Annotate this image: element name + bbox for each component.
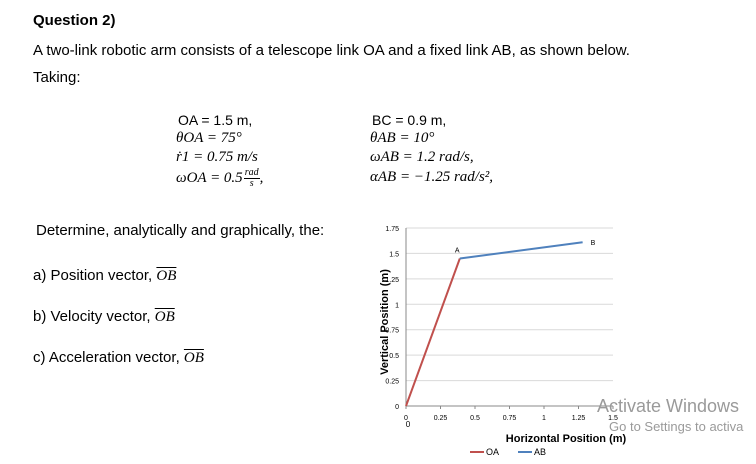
given-omega-oa-unit: rad s <box>243 167 260 189</box>
given-bc: BC = 0.9 m, <box>372 112 447 128</box>
task-a-label: a) Position vector, <box>33 267 153 284</box>
task-c-label: c) Acceleration vector, <box>33 349 180 366</box>
legend-label-oa: OA <box>486 447 499 457</box>
given-oa: OA = 1.5 m, <box>178 112 253 128</box>
given-omega-oa-value: ωOA = 0.5 <box>176 169 243 186</box>
y-tick-label: 0.75 <box>385 328 399 335</box>
given-omega-ab: ωAB = 1.2 rad/s, <box>370 149 474 165</box>
y-tick-label: 0.5 <box>389 353 399 360</box>
given-theta-ab: θAB = 10° <box>370 130 435 146</box>
axes: 0 0.25 0.5 0.75 1 1.25 1.5 1.75 0 0.25 0.5 0.75 1 1.2… <box>385 226 618 422</box>
point-label-a: A <box>455 248 460 255</box>
grid <box>406 227 613 407</box>
task-c: c) Acceleration vector, OB <box>33 349 204 367</box>
given-alpha-ab: αAB = −1.25 rad/s², <box>370 169 494 185</box>
vector-ob: OB <box>156 268 177 284</box>
series <box>405 241 583 407</box>
given-r1-dot: ṙ1 = 0.75 m/s <box>176 149 258 165</box>
point-label-b: B <box>591 240 596 247</box>
activate-windows-subtext: Go to Settings to activa <box>609 419 744 434</box>
x-tick-label: 0 <box>404 415 408 422</box>
taking-label: Taking: <box>33 69 81 86</box>
x-axis-label: Horizontal Position (m) <box>506 433 627 445</box>
legend: OA AB <box>470 447 546 457</box>
legend-label-ab: AB <box>534 447 546 457</box>
x-tick-label: 1.5 <box>608 415 618 422</box>
vector-ob-ddot: OB <box>183 350 204 366</box>
vector-ob-dot: OB <box>154 309 175 325</box>
series-line-ab <box>459 241 583 260</box>
x-tick-label: 0.25 <box>434 415 448 422</box>
question-intro: A two-link robotic arm consists of a tel… <box>33 42 630 59</box>
determine-text: Determine, analytically and graphically,… <box>36 222 325 239</box>
y-tick-label: 0 <box>395 404 399 411</box>
unit-denominator: s <box>249 178 254 189</box>
robot-arm-chart: Vertical Position (m) Horizontal Positio… <box>379 226 627 457</box>
given-theta-oa: θOA = 75° <box>176 130 242 146</box>
task-b-label: b) Velocity vector, <box>33 308 151 325</box>
question-title: Question 2) <box>33 12 116 29</box>
x-tick-label: 1.25 <box>572 415 586 422</box>
series-line-oa <box>405 258 461 407</box>
x-tick-label: 1 <box>542 415 546 422</box>
y-tick-label: 1.5 <box>389 251 399 258</box>
task-b: b) Velocity vector, OB <box>33 308 175 326</box>
unit-numerator: rad <box>243 167 260 179</box>
x-tick-label: 0.75 <box>503 415 517 422</box>
y-tick-label: 1.75 <box>385 226 399 233</box>
y-tick-label: 1.25 <box>385 277 399 284</box>
given-omega-oa: ωOA = 0.5 rad s, <box>176 167 264 189</box>
origin-label: 0 <box>406 420 411 429</box>
x-tick-label: 0.5 <box>470 415 480 422</box>
y-tick-label: 0.25 <box>385 379 399 386</box>
activate-windows-watermark: Activate Windows <box>597 396 740 416</box>
point-labels: AB <box>455 240 596 254</box>
y-tick-label: 1 <box>395 302 399 309</box>
task-a: a) Position vector, OB <box>33 267 176 285</box>
y-axis-label: Vertical Position (m) <box>379 269 391 375</box>
